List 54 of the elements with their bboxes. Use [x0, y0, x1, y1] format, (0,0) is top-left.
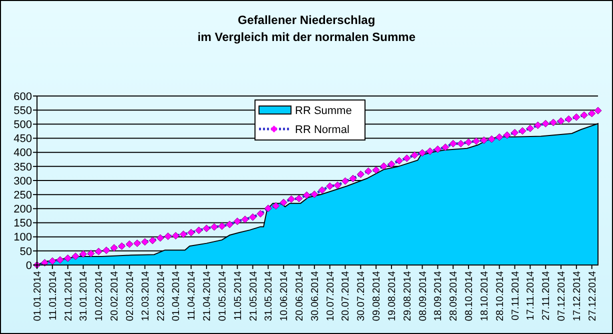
chart-title: Gefallener Niederschlag — [238, 13, 376, 27]
x-tick-label: 22.03.2014 — [156, 270, 167, 322]
y-tick-label: 600 — [14, 90, 32, 103]
x-tick-label: 20.07.2014 — [340, 270, 352, 322]
x-tick-label: 01.04.2014 — [171, 270, 182, 322]
y-tick-label: 300 — [14, 175, 32, 188]
x-tick-label: 18.09.2014 — [433, 270, 444, 322]
y-tick-label: 50 — [20, 246, 32, 258]
x-tick-label: 11.01.2014 — [48, 270, 59, 320]
x-tick-label: 08.09.2014 — [418, 270, 429, 322]
x-tick-label: 27.11.2014 — [541, 270, 552, 320]
chart-subtitle: im Vergleich mit der normalen Summe — [197, 30, 416, 44]
x-tick-label: 29.08.2014 — [402, 270, 414, 322]
y-tick-label: 400 — [14, 147, 32, 160]
x-tick-label: 28.10.2014 — [494, 270, 506, 322]
x-tick-label: 27.12.2014 — [587, 270, 598, 322]
y-tick-label: 100 — [14, 232, 32, 244]
x-tick-label: 02.03.2014 — [124, 270, 136, 322]
x-tick-label: 12.03.2014 — [140, 270, 152, 322]
y-tick-label: 250 — [14, 189, 32, 202]
x-tick-label: 10.02.2014 — [94, 270, 106, 322]
legend-label: RR Normal — [295, 124, 350, 136]
x-tick-label: 01.05.2014 — [217, 270, 228, 322]
x-tick-label: 07.12.2014 — [556, 270, 568, 322]
y-tick-label: 450 — [14, 133, 32, 146]
x-tick-label: 30.06.2014 — [310, 270, 321, 322]
legend-label: RR Summe — [295, 104, 352, 117]
y-tick-label: 200 — [14, 204, 32, 216]
x-tick-label: 20.06.2014 — [294, 270, 306, 322]
x-tick-label: 09.08.2014 — [372, 270, 383, 322]
x-tick-label: 17.11.2014 — [526, 270, 537, 320]
x-tick-label: 19.08.2014 — [386, 270, 398, 322]
x-tick-label: 28.09.2014 — [448, 270, 460, 322]
x-tick-label: 31.05.2014 — [264, 270, 275, 322]
x-tick-label: 08.10.2014 — [464, 270, 476, 322]
x-tick-label: 20.02.2014 — [110, 270, 121, 322]
x-tick-label: 21.04.2014 — [202, 270, 214, 322]
x-tick-label: 21.01.2014 — [63, 270, 74, 322]
x-tick-label: 07.11.2014 — [510, 270, 522, 320]
x-tick-label: 18.10.2014 — [479, 270, 490, 322]
y-tick-label: 150 — [14, 218, 32, 230]
x-tick-label: 11.05.2014 — [232, 270, 244, 320]
x-tick-label: 17.12.2014 — [572, 270, 583, 322]
x-tick-label: 10.06.2014 — [279, 270, 290, 322]
x-tick-label: 11.04.2014 — [186, 270, 198, 320]
x-tick-label: 30.07.2014 — [356, 270, 368, 322]
y-tick-label: 350 — [14, 161, 32, 174]
x-tick-label: 21.05.2014 — [248, 270, 260, 322]
y-tick-label: 500 — [14, 119, 32, 132]
y-tick-label: 0 — [26, 260, 32, 272]
x-tick-label: 10.07.2014 — [325, 270, 336, 322]
x-tick-label: 01.01.2014 — [32, 270, 44, 322]
y-tick-label: 550 — [14, 104, 32, 117]
x-tick-label: 31.01.2014 — [78, 270, 90, 322]
